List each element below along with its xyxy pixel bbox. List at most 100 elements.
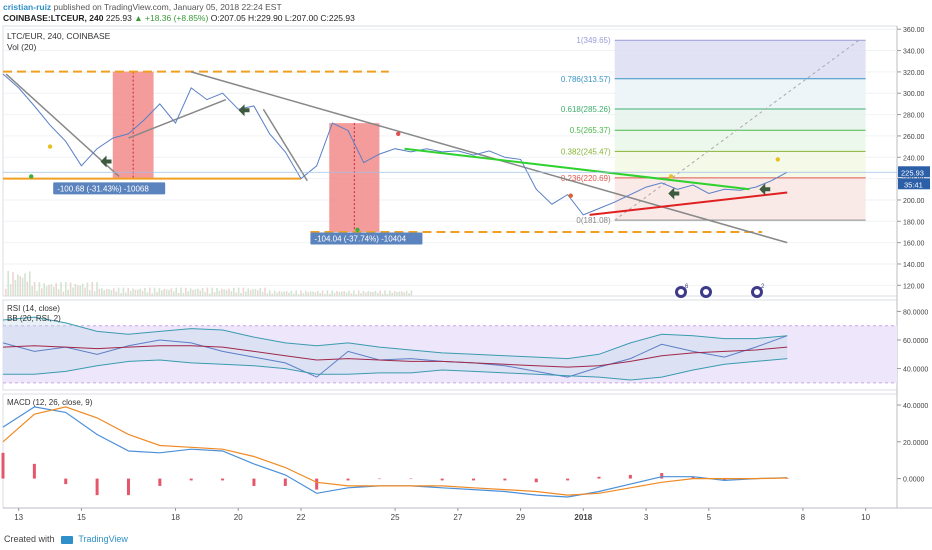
volume-bar <box>113 288 115 296</box>
volume-bar <box>281 291 283 296</box>
price-tick-label: 280.00 <box>903 113 925 120</box>
time-tick-label: 2018 <box>574 513 592 522</box>
chart-area[interactable]: 120.00140.00160.00180.00200.00220.00240.… <box>0 24 932 530</box>
volume-bar <box>233 287 235 296</box>
volume-bar <box>362 290 365 296</box>
tradingview-logo-icon <box>61 535 74 544</box>
measure-label-box <box>53 182 166 195</box>
volume-bar <box>153 287 156 296</box>
volume-bar <box>355 294 357 296</box>
volume-bar <box>177 292 180 296</box>
volume-bar <box>189 288 192 296</box>
fib-level-label: 0.382(245.47) <box>561 147 611 156</box>
volume-bar <box>297 294 300 296</box>
signal-dot <box>568 193 573 198</box>
fib-trend-line <box>614 39 860 221</box>
volume-bar <box>141 290 144 296</box>
volume-bar <box>31 286 33 296</box>
macd-histogram-bar <box>785 478 789 479</box>
volume-bar <box>194 289 197 296</box>
volume-bar <box>345 292 348 296</box>
bb-pane-label: BB (20, RSI, 2) <box>7 314 61 323</box>
time-tick-label: 25 <box>391 513 400 522</box>
volume-bar <box>120 293 122 296</box>
macd-histogram-bar <box>32 463 36 479</box>
macd-histogram-bar <box>95 478 99 496</box>
author-link[interactable]: cristian-ruiz <box>3 2 52 12</box>
volume-bar <box>230 291 233 296</box>
volume-bar <box>389 290 391 296</box>
volume-bar <box>79 285 81 296</box>
macd-histogram-bar <box>158 478 162 486</box>
volume-bar <box>396 292 398 296</box>
price-tick-label: 340.00 <box>903 49 925 56</box>
volume-bar <box>401 291 403 296</box>
macd-histogram-bar <box>472 478 476 481</box>
signal-dot <box>775 157 780 162</box>
volume-bar <box>218 290 221 296</box>
price-tick-label: 140.00 <box>903 262 925 269</box>
time-tick-label: 3 <box>644 513 649 522</box>
volume-bar <box>127 287 129 296</box>
up-arrow-icon: ▲ <box>134 13 143 23</box>
price-tick-label: 240.00 <box>903 155 925 162</box>
published-text: published on TradingView.com, January 05… <box>53 2 282 12</box>
volume-bar <box>199 290 201 296</box>
volume-bar <box>302 293 305 296</box>
volume-bar <box>84 287 86 296</box>
volume-bar <box>81 283 84 296</box>
rsi-pane-title: RSI (14, close) <box>7 304 60 313</box>
time-tick-label: 18 <box>171 513 180 522</box>
volume-bar <box>317 290 319 296</box>
volume-bar <box>122 287 125 296</box>
volume-bar <box>295 290 297 296</box>
volume-bar <box>228 288 230 296</box>
volume-bar <box>216 288 218 296</box>
volume-bar <box>168 290 170 296</box>
time-tick-label: 10 <box>861 513 870 522</box>
volume-label: Vol (20) <box>7 42 36 52</box>
tradingview-link[interactable]: TradingView <box>78 534 128 544</box>
volume-bar <box>240 293 242 296</box>
ohlc-text: O:207.05 H:229.90 L:207.00 C:225.93 <box>210 13 355 23</box>
volume-bar <box>182 292 185 296</box>
price-tick-label: 120.00 <box>903 283 925 290</box>
volume-bar <box>96 282 98 296</box>
symbol-text: COINBASE:LTCEUR, 240 <box>3 13 104 23</box>
volume-bar <box>357 290 360 296</box>
macd-series-line-0 <box>2 406 788 498</box>
volume-bar <box>201 288 204 296</box>
volume-bar <box>410 290 413 296</box>
volume-bar <box>247 288 249 296</box>
volume-bar <box>36 290 38 296</box>
trend-line <box>5 73 120 178</box>
triangle-lower-line <box>589 191 788 216</box>
volume-bar <box>7 270 9 296</box>
volume-bar <box>139 288 141 296</box>
volume-bar <box>161 290 163 296</box>
price-tick-label: 320.00 <box>903 70 925 77</box>
macd-pane-title: MACD (12, 26, close, 9) <box>7 398 93 407</box>
volume-bar <box>50 284 53 296</box>
volume-bar <box>374 290 377 296</box>
fib-zone <box>614 177 866 221</box>
publish-line: cristian-ruiz published on TradingView.c… <box>3 2 282 12</box>
rsi-series-line-1 <box>2 316 788 360</box>
volume-bar <box>209 293 211 296</box>
volume-bar <box>43 283 45 296</box>
volume-bar <box>269 290 271 296</box>
main-pane-title: LTC/EUR, 240, COINBASE <box>7 31 111 41</box>
volume-bar <box>137 289 139 296</box>
signal-dot <box>47 144 53 149</box>
macd-tick-label: 20.0000 <box>903 440 928 447</box>
macd-histogram-bar <box>409 478 413 480</box>
time-tick-label: 15 <box>77 513 86 522</box>
event-badge-inner <box>754 289 760 295</box>
last-price-badge <box>898 166 930 178</box>
price-tick-label: 260.00 <box>903 134 925 141</box>
volume-bar <box>72 287 74 296</box>
macd-histogram-bar <box>189 478 193 481</box>
fib-zone <box>614 108 866 131</box>
macd-tick-label: 40.0000 <box>903 403 928 410</box>
volume-bar <box>129 291 132 296</box>
